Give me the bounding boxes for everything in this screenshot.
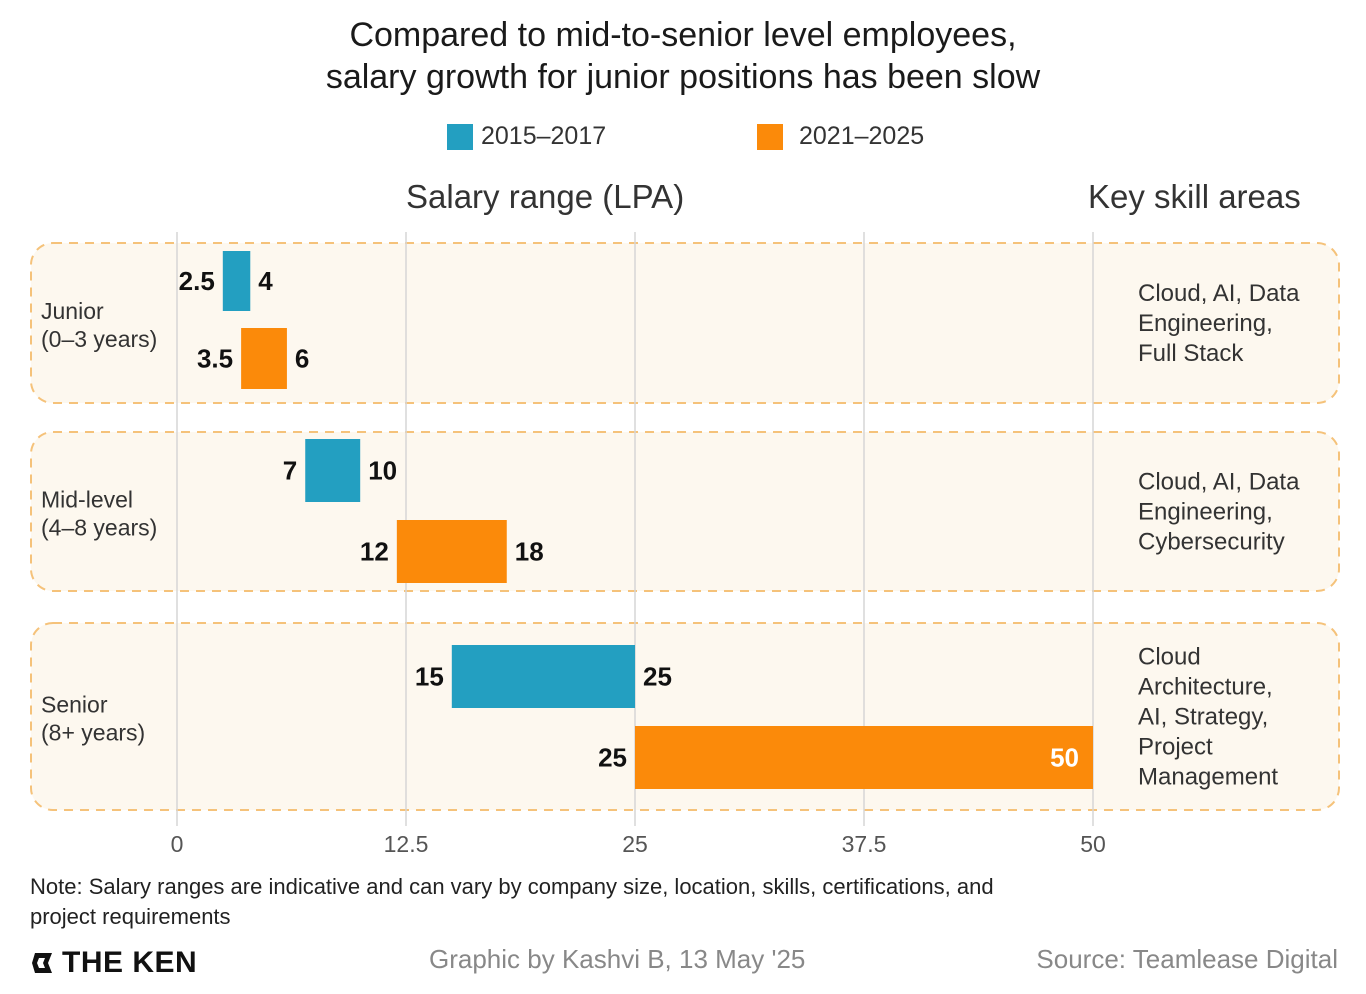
category-sublabel: (0–3 years): [41, 326, 157, 352]
title-line-2: salary growth for junior positions has b…: [325, 58, 1041, 96]
legend-label: 2021–2025: [799, 122, 925, 150]
range-bar: [396, 520, 507, 583]
x-tick-label: 37.5: [842, 831, 887, 857]
title-line-1: Compared to mid-to-senior level employee…: [349, 16, 1017, 54]
x-tick-label: 25: [622, 831, 648, 857]
skill-text: Cloud, AI, Data: [1138, 469, 1300, 496]
min-value-label: 3.5: [197, 344, 233, 374]
max-value-label: 10: [368, 456, 397, 486]
skill-text: Cloud, AI, Data: [1138, 280, 1300, 307]
legend-swatch-orange: [757, 123, 783, 150]
logo: THE KEN: [30, 946, 197, 980]
x-tick-label: 0: [171, 831, 184, 857]
x-tick-label: 50: [1080, 831, 1106, 857]
chart-title: Compared to mid-to-senior level employee…: [0, 14, 1366, 98]
skill-text: Engineering,: [1138, 499, 1273, 526]
category-label: Mid-level: [41, 487, 133, 513]
legend-label: 2015–2017: [481, 122, 607, 150]
skill-text: Project: [1138, 734, 1213, 761]
skills-header: Key skill areas: [1088, 178, 1301, 215]
x-tick-label: 12.5: [384, 831, 429, 857]
byline: Graphic by Kashvi B, 13 May '25: [429, 944, 806, 974]
min-value-label: 7: [283, 456, 297, 486]
ken-logo-icon: [32, 953, 52, 973]
min-value-label: 2.5: [179, 266, 215, 296]
range-bar: [635, 726, 1093, 789]
skill-text: Engineering,: [1138, 310, 1273, 337]
skill-text: Cloud: [1138, 644, 1201, 671]
category-label: Senior: [41, 692, 108, 718]
range-bar: [222, 251, 251, 311]
min-value-label: 15: [415, 662, 444, 692]
logo-text: THE KEN: [62, 946, 198, 979]
category-sublabel: (8+ years): [41, 720, 145, 746]
skill-text: Cybersecurity: [1138, 529, 1285, 556]
skill-text: Architecture,: [1138, 674, 1273, 701]
skill-text: AI, Strategy,: [1138, 704, 1268, 731]
legend-swatch-blue: [447, 123, 473, 150]
range-bar: [451, 645, 635, 708]
range-bar: [305, 439, 361, 502]
category-label: Junior: [41, 298, 104, 324]
legend-item-2015-2017: 2015–2017: [447, 122, 606, 151]
group-box: [30, 242, 1340, 404]
max-value-label: 18: [515, 537, 544, 567]
min-value-label: 25: [598, 743, 627, 773]
note: Note: Salary ranges are indicative and c…: [30, 874, 994, 929]
max-value-label: 4: [258, 266, 273, 296]
range-bar: [241, 328, 287, 389]
max-value-label: 50: [1050, 743, 1079, 773]
max-value-label: 25: [643, 662, 672, 692]
source: Source: Teamlease Digital: [1036, 944, 1338, 974]
min-value-label: 12: [360, 537, 389, 567]
legend-item-2021-2025: 2021–2025: [757, 122, 924, 151]
skill-text: Management: [1138, 764, 1278, 791]
salary-header: Salary range (LPA): [406, 178, 685, 215]
category-sublabel: (4–8 years): [41, 515, 157, 541]
max-value-label: 6: [295, 344, 309, 374]
skill-text: Full Stack: [1138, 340, 1244, 367]
